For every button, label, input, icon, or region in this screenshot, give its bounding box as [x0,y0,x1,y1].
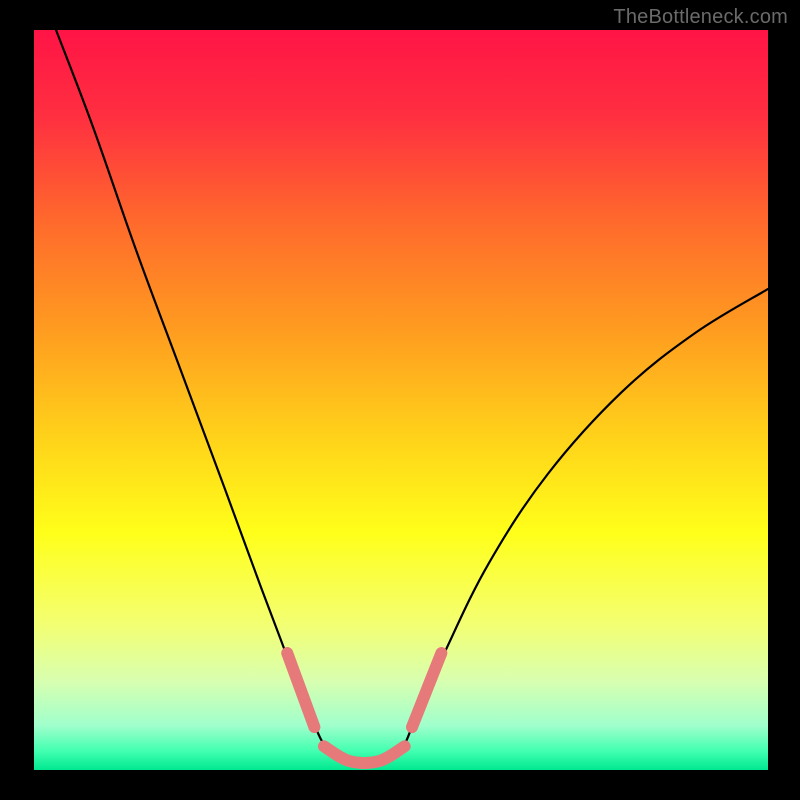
chart-stage: TheBottleneck.com [0,0,800,800]
gradient-background [34,30,768,770]
chart-svg [34,30,768,770]
watermark-text: TheBottleneck.com [613,6,788,29]
plot-area [34,30,768,770]
